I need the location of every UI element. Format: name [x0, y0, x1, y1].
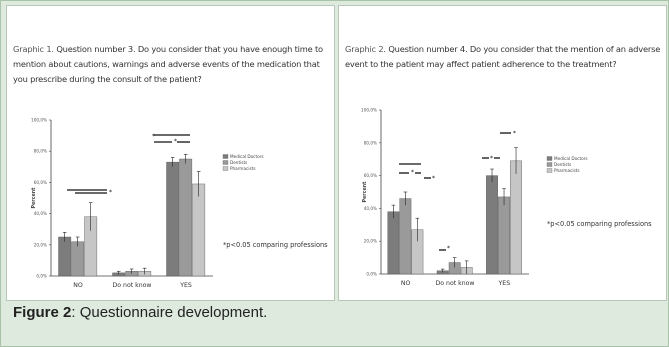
chart2-bar-1-0: [399, 198, 412, 275]
chart1-legend-swatch: [222, 160, 229, 165]
chart1-y-tick-label: 60,0%: [34, 180, 47, 185]
chart2-legend-label: Dentists: [554, 162, 571, 167]
graphic-2-title: Graphic 2. Question number 4. Do you con…: [345, 42, 661, 72]
chart1-y-tick-label: 0,0%: [36, 274, 47, 279]
chart2-bar-2-2: [510, 160, 522, 275]
chart1-legend-label: Dentists: [230, 160, 247, 165]
chart1-y-tick-label: 40,0%: [34, 211, 47, 216]
chart2-significance-star: *: [513, 130, 516, 137]
chart1-significance-star: *: [174, 138, 177, 145]
chart2-y-tick-label: 0,0%: [366, 272, 377, 277]
chart1-legend-label: Medical Doctors: [230, 154, 264, 159]
chart2-y-tick-label: 80,0%: [364, 140, 377, 145]
chart2-x-tick-label: NO: [401, 280, 411, 287]
chart1-y-tick-label: 20,0%: [34, 242, 47, 247]
figure-caption-text: : Questionnaire development.: [71, 304, 268, 321]
figure-caption-label: Figure 2: [13, 304, 72, 321]
chart2-significance-star: *: [490, 155, 493, 162]
chart2-legend-swatch: [546, 162, 553, 167]
chart2-y-tick-label: 40,0%: [364, 206, 377, 211]
chart2-x-tick-label: Do not know: [436, 280, 475, 287]
chart2-significance-star: *: [411, 169, 414, 176]
chart2-y-axis-label: Percent: [362, 181, 368, 203]
chart2-significance-note: *p<0.05 comparing professions: [547, 220, 652, 228]
graphic-1-panel: Graphic 1. Question number 3. Do you con…: [6, 5, 335, 301]
chart1-significance-star: *: [152, 133, 155, 140]
chart2-bar-1-2: [498, 196, 510, 275]
chart2-legend-label: Pharmacists: [554, 168, 580, 173]
chart2-bar-0-0: [387, 211, 400, 275]
chart1-bar-1-2: [179, 158, 193, 277]
chart1-x-tick-label: YES: [179, 282, 192, 289]
chart2-legend-label: Medical Doctors: [554, 156, 588, 161]
chart2-legend-swatch: [546, 168, 553, 173]
chart1-bar-1-0: [71, 241, 85, 277]
chart1-legend-swatch: [222, 166, 229, 171]
graphic-1-title-text: Question number 3. Do you consider that …: [13, 44, 323, 84]
chart2-significance-star: *: [432, 175, 435, 182]
chart2-y-tick-label: 60,0%: [364, 173, 377, 178]
chart1-bar-0-2: [166, 161, 180, 277]
graphic-2-panel: Graphic 2. Question number 4. Do you con…: [338, 5, 667, 301]
chart1-significance-note: *p<0.05 comparing professions: [223, 241, 328, 249]
graphic-2-title-text: Question number 4. Do you consider that …: [345, 44, 661, 69]
graphic-1-title-lead: Graphic 1.: [13, 44, 57, 54]
chart1-legend-label: Pharmacists: [230, 166, 256, 171]
chart1-x-tick-label: NO: [73, 282, 83, 289]
graphic-1-title: Graphic 1. Question number 3. Do you con…: [13, 42, 329, 87]
chart1-x-tick-label: Do not know: [113, 282, 152, 289]
chart2-legend-swatch: [546, 156, 553, 161]
chart2-y-tick-label: 20,0%: [364, 239, 377, 244]
chart1-y-tick-label: 100,0%: [31, 118, 47, 123]
chart1-y-tick-label: 80,0%: [34, 149, 47, 154]
chart2-significance-star: *: [447, 245, 450, 252]
chart2-x-tick-label: YES: [498, 280, 511, 287]
chart1-significance-star: *: [109, 189, 112, 196]
graphic-1-chart: 0,0% 20,0% 40,0% 60,0% 80,0% 100,0% Percent NO D…: [31, 118, 328, 290]
chart2-y-tick-label: 100,0%: [361, 108, 377, 113]
graphic-2-title-lead: Graphic 2.: [345, 44, 389, 54]
graphic-2-chart: 0,0% 20,0% 40,0% 60,0% 80,0% 100,0% Percent NO D…: [361, 108, 652, 288]
chart1-bar-2-2: [192, 183, 206, 277]
chart1-y-axis-label: Percent: [31, 187, 37, 209]
chart1-bar-0-0: [58, 236, 72, 277]
chart1-legend-swatch: [222, 154, 229, 159]
figure-caption: Figure 2: Questionnaire development.: [13, 304, 267, 321]
chart2-bar-0-2: [486, 175, 498, 275]
